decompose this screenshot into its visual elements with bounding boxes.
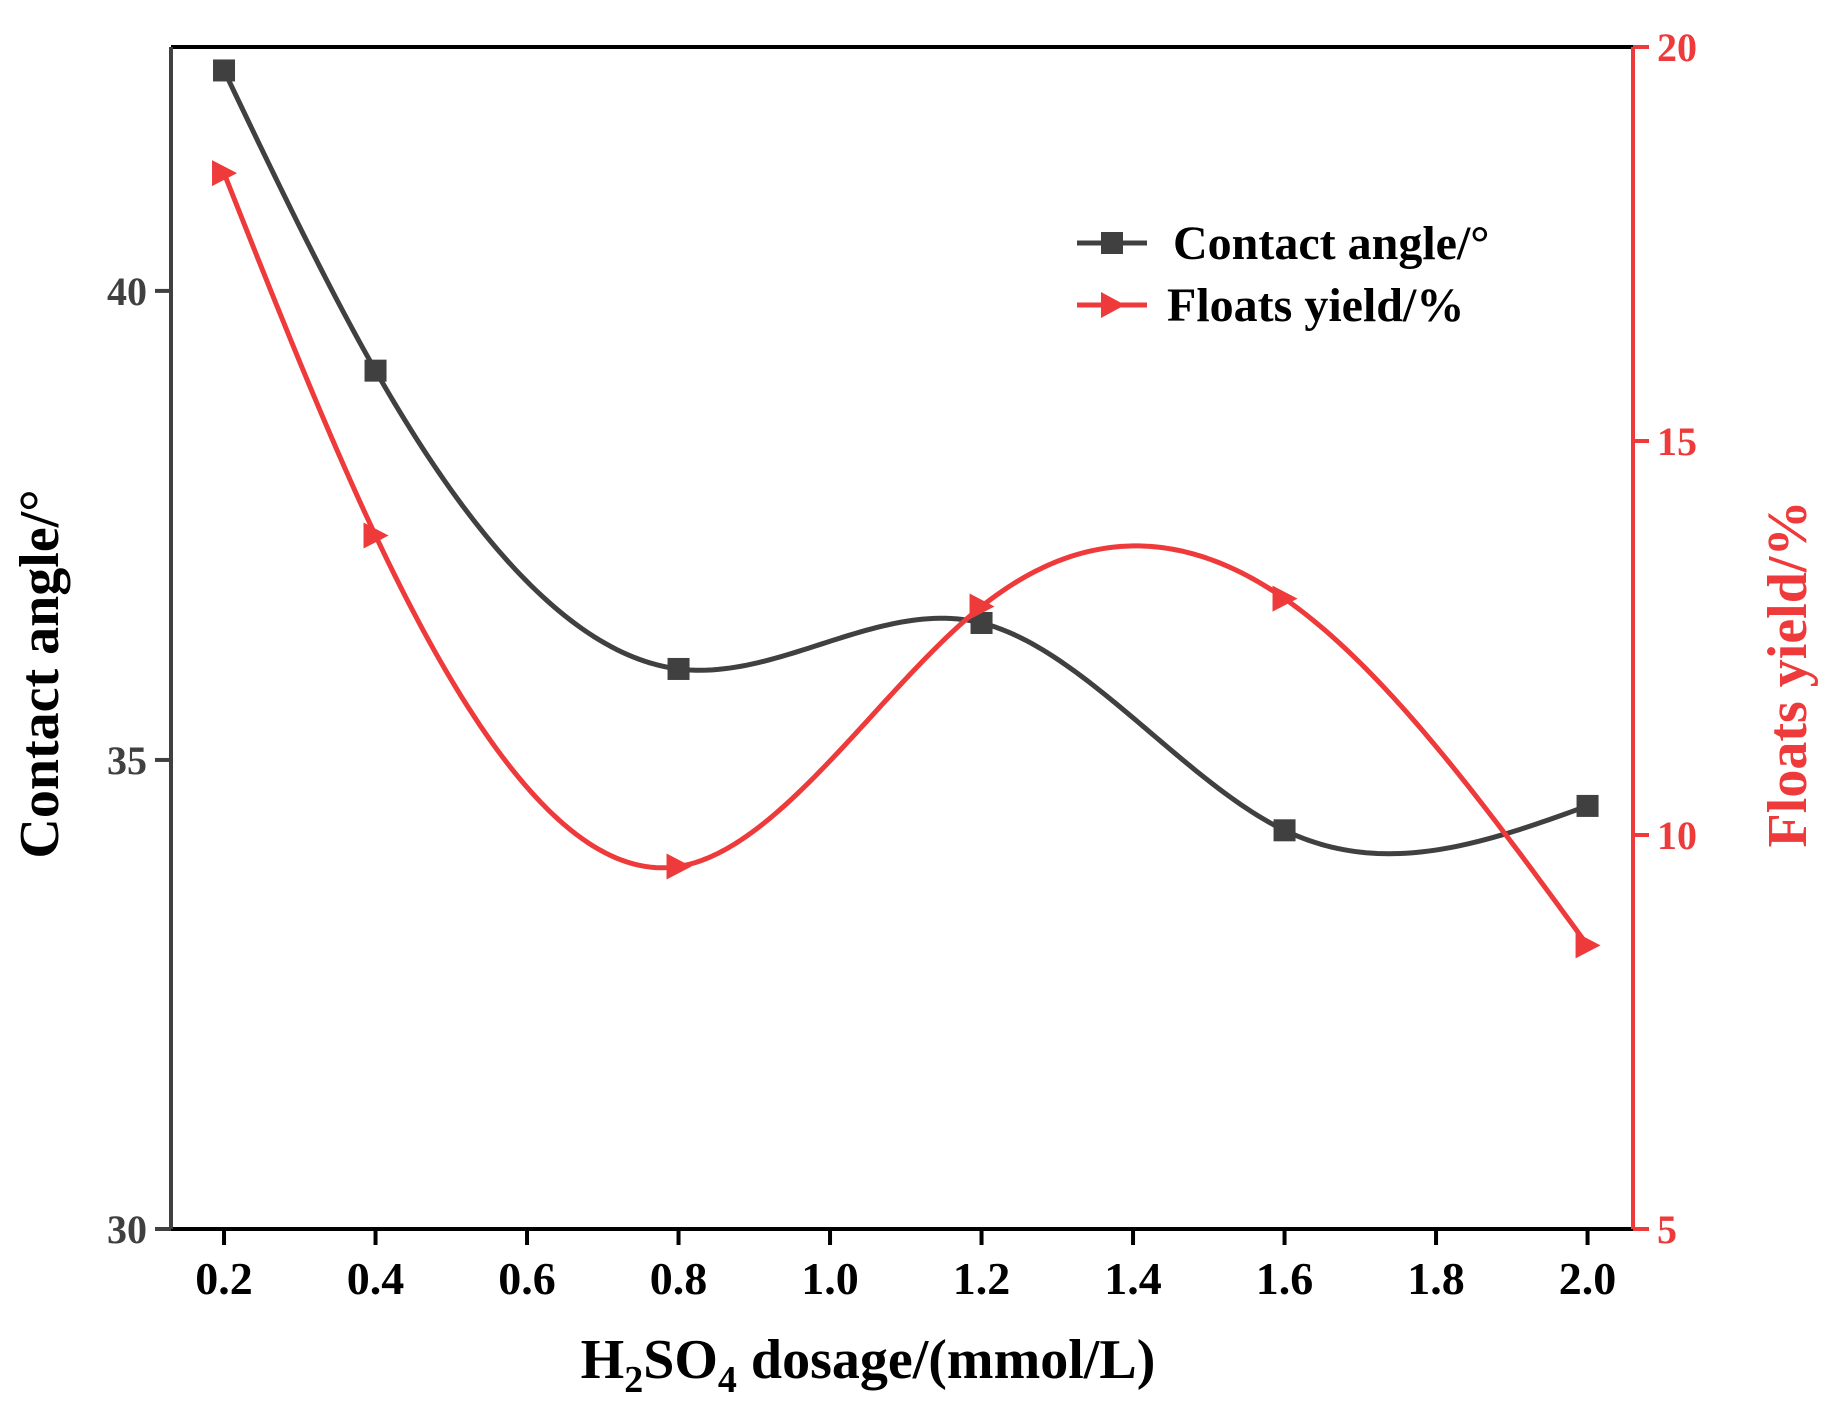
y-left-ticks: 30 35 40 [107, 269, 171, 1252]
data-point-contact-angle [1273, 819, 1296, 842]
legend-marker-square-icon [1101, 232, 1123, 254]
x-tick-label: 0.8 [650, 1253, 708, 1304]
y-left-tick-label: 40 [107, 269, 147, 314]
x-tick-label: 1.2 [953, 1253, 1011, 1304]
legend-label-floats-yield: Floats yield/% [1167, 279, 1464, 332]
x-axis-title-mid: SO [643, 1329, 718, 1391]
data-point-contact-angle [213, 59, 236, 82]
data-point-floats-yield [969, 593, 995, 620]
y-left-tick-label: 35 [107, 738, 147, 783]
x-ticks: 0.2 0.4 0.6 0.8 1.0 1.2 1.4 1.6 1.8 2.0 [195, 1229, 1616, 1304]
data-point-contact-angle [1576, 794, 1599, 817]
x-tick-label: 0.4 [347, 1253, 405, 1304]
legend-label-contact-angle: Contact angle/° [1173, 217, 1490, 270]
x-tick-label: 1.4 [1104, 1253, 1162, 1304]
y-axis-right-title: Floats yield/% [1757, 501, 1819, 848]
data-point-floats-yield [666, 853, 692, 880]
x-axis-title-suffix: dosage/(mmol/L) [737, 1329, 1155, 1391]
data-point-contact-angle [364, 359, 387, 382]
x-axis-title-prefix: H [581, 1329, 625, 1391]
x-tick-label: 2.0 [1559, 1253, 1617, 1304]
y-right-tick-label: 10 [1657, 813, 1697, 858]
x-axis-title-subscript-1: 2 [624, 1359, 643, 1401]
data-point-floats-yield [1575, 932, 1601, 959]
data-point-contact-angle [970, 611, 993, 634]
data-point-floats-yield [212, 160, 238, 187]
series-line-floats-yield [221, 172, 1590, 947]
data-point-floats-yield [363, 522, 389, 549]
x-axis-title-subscript-2: 4 [718, 1359, 737, 1401]
y-axis-left-title: Contact angle/° [9, 489, 71, 858]
y-right-tick-label: 5 [1657, 1207, 1677, 1252]
series-layer [212, 59, 1601, 959]
y-right-ticks: 5 10 15 20 [1633, 25, 1697, 1252]
y-right-tick-label: 20 [1657, 25, 1697, 70]
legend: Contact angle/° Floats yield/% [1077, 217, 1490, 332]
series-line-contact-angle [221, 69, 1589, 857]
y-right-tick-label: 15 [1657, 419, 1697, 464]
data-point-contact-angle [667, 657, 690, 680]
x-tick-label: 1.8 [1407, 1253, 1465, 1304]
x-tick-label: 1.6 [1256, 1253, 1314, 1304]
legend-marker-triangle-icon [1101, 292, 1125, 318]
x-axis-title: H2SO4 dosage/(mmol/L) [581, 1329, 1156, 1401]
x-tick-label: 1.0 [801, 1253, 859, 1304]
x-tick-label: 0.6 [498, 1253, 556, 1304]
axes [169, 45, 1635, 1231]
y-left-tick-label: 30 [107, 1207, 147, 1252]
data-point-floats-yield [1272, 585, 1298, 612]
x-tick-label: 0.2 [195, 1253, 253, 1304]
